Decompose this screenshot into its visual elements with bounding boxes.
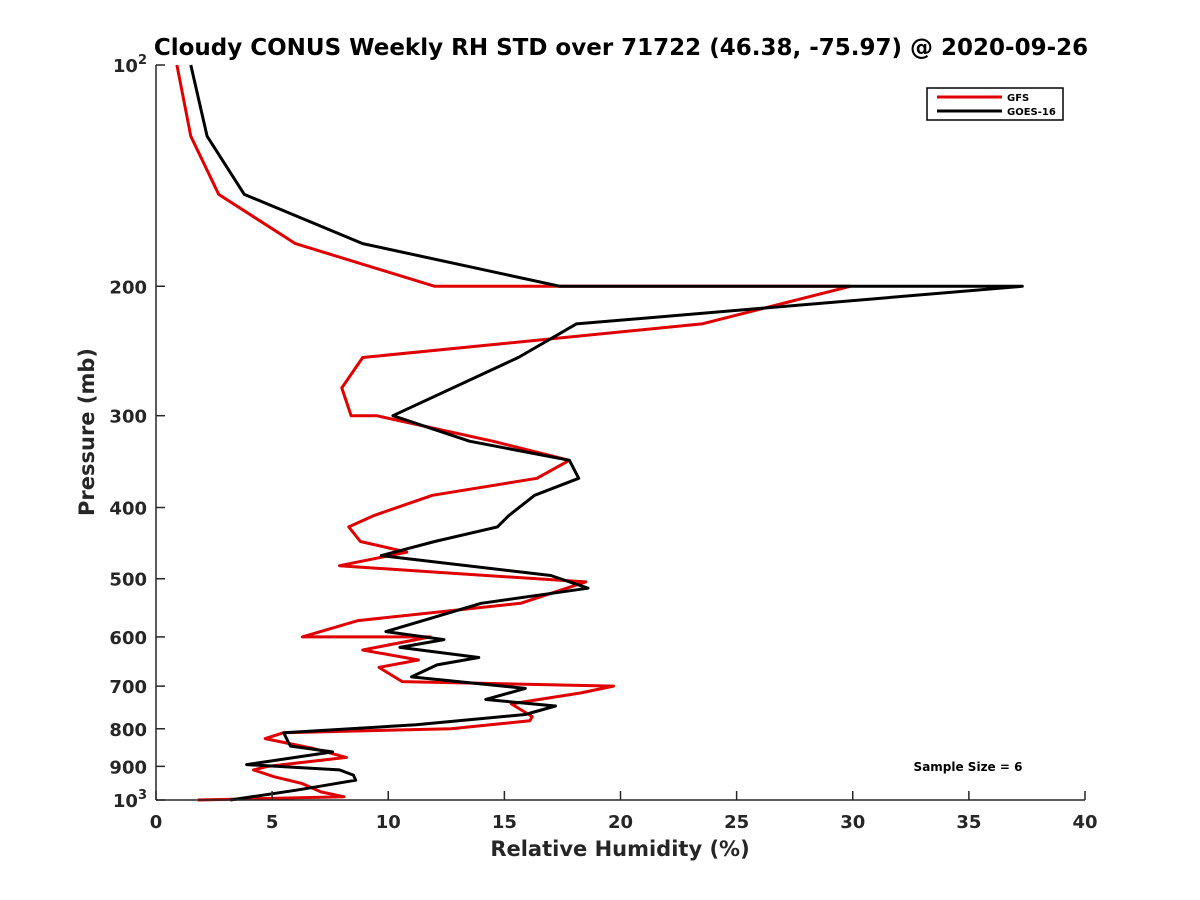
sample-size-annotation: Sample Size = 6	[914, 760, 1023, 774]
series-line-goes-16	[189, 64, 1024, 802]
x-axis-label: Relative Humidity (%)	[490, 837, 749, 861]
y-tick-label: 300	[109, 407, 147, 428]
x-tick-label: 30	[840, 812, 865, 833]
y-tick-label: 400	[109, 499, 147, 520]
legend-label: GFS	[1007, 93, 1029, 104]
x-tick-label: 35	[956, 812, 981, 833]
x-tick-label: 25	[724, 812, 749, 833]
y-tick-label: 200	[109, 277, 147, 298]
legend-box	[926, 87, 1064, 121]
y-tick-label: 102	[113, 53, 147, 77]
y-tick-label: 103	[113, 788, 147, 812]
chart-title: Cloudy CONUS Weekly RH STD over 71722 (4…	[154, 35, 1088, 61]
y-axis-ticks: 102 200 300 400 500 600 700 800 900 103	[109, 53, 165, 812]
y-tick-label: 900	[109, 757, 147, 778]
x-tick-label: 5	[266, 812, 279, 833]
y-axis-label: Pressure (mb)	[75, 348, 99, 516]
y-tick-label: 500	[109, 570, 147, 591]
legend: GFS GOES-16	[926, 87, 1064, 121]
x-tick-label: 40	[1072, 812, 1097, 833]
axes-frame	[155, 65, 1085, 801]
y-tick-label: 700	[109, 677, 147, 698]
series-layer	[175, 64, 1024, 802]
x-tick-label: 20	[608, 812, 633, 833]
y-tick-label: 600	[109, 628, 147, 649]
legend-label: GOES-16	[1007, 107, 1056, 118]
y-tick-label: 800	[109, 720, 147, 741]
x-tick-label: 0	[150, 812, 163, 833]
x-tick-label: 15	[492, 812, 517, 833]
x-tick-label: 10	[376, 812, 401, 833]
x-axis-ticks: 0 5 10 15 20 25 30 35 40	[150, 791, 1098, 833]
series-line-gfs	[175, 64, 852, 802]
